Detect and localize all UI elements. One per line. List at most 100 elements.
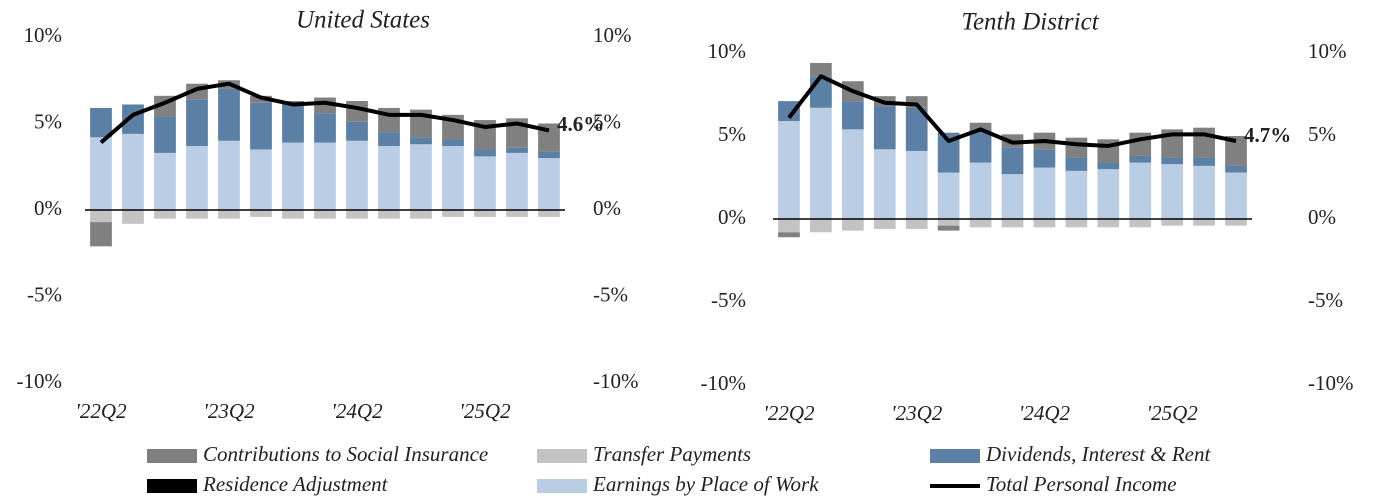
bar-segment xyxy=(1161,164,1184,219)
x-tick-label: '25Q2 xyxy=(1147,401,1199,425)
x-tick-label: '23Q2 xyxy=(891,401,943,425)
bar-segment xyxy=(474,149,496,157)
y2-tick-label: 10% xyxy=(593,23,632,47)
bar-segment xyxy=(314,210,336,219)
bar-segment xyxy=(90,222,112,247)
legend-label: Transfer Payments xyxy=(593,442,751,466)
y-tick-label: 10% xyxy=(708,39,747,63)
bar-segment xyxy=(1097,219,1120,228)
legend-swatch xyxy=(147,449,197,463)
bar-segment xyxy=(250,102,272,150)
bar-segment xyxy=(1129,219,1152,228)
bar-segment xyxy=(186,210,208,219)
bar-segment xyxy=(474,156,496,210)
bar-segment xyxy=(218,140,240,210)
legend-label: Residence Adjustment xyxy=(202,472,389,496)
bar-segment xyxy=(1065,157,1088,171)
bar-segment xyxy=(538,158,560,210)
bar-segment xyxy=(346,210,368,219)
bar-segment xyxy=(1033,219,1056,228)
bar-segment xyxy=(841,219,864,231)
bar-segment xyxy=(905,219,928,229)
bar-segment xyxy=(905,96,928,108)
y2-tick-label: -10% xyxy=(1308,371,1354,395)
bar-segment xyxy=(122,210,144,224)
x-tick-label: '24Q2 xyxy=(1019,401,1071,425)
bar-segment xyxy=(1193,157,1215,166)
bar-segment xyxy=(1161,157,1184,165)
bar-segment xyxy=(1033,167,1056,219)
bar-segment xyxy=(969,129,992,163)
bar-segment xyxy=(873,149,896,219)
bar-segment xyxy=(905,150,928,219)
bar-segment xyxy=(506,147,528,153)
bar-segment xyxy=(810,62,832,77)
bar-segment xyxy=(314,142,336,210)
y2-tick-label: 0% xyxy=(593,196,621,220)
bar-segment xyxy=(410,210,432,219)
bar-segment xyxy=(538,210,560,217)
bar-segment xyxy=(969,219,992,228)
y-tick-label: 10% xyxy=(24,23,63,47)
bar-segment xyxy=(378,210,400,219)
bar-segment xyxy=(250,210,272,217)
bar-segment xyxy=(937,225,960,231)
bar-segment xyxy=(1097,169,1120,219)
bar-segment xyxy=(1001,147,1024,175)
bar-segment xyxy=(1161,219,1184,226)
bar-segment xyxy=(969,162,992,219)
bar-segment xyxy=(218,210,240,219)
y-tick-label: 0% xyxy=(34,196,62,220)
bar-segment xyxy=(378,132,400,146)
bar-segment xyxy=(250,149,272,210)
y-tick-label: -10% xyxy=(17,369,63,393)
y2-tick-label: 5% xyxy=(1308,122,1336,146)
bar-segment xyxy=(810,107,832,219)
bar-segment xyxy=(90,137,112,210)
bar-segment xyxy=(314,113,336,143)
y-tick-label: -5% xyxy=(711,288,746,312)
bar-segment xyxy=(282,142,304,210)
bar-segment xyxy=(1001,219,1024,228)
y-tick-label: -5% xyxy=(27,282,62,306)
bar-segment xyxy=(937,132,960,173)
bar-segment xyxy=(1225,136,1247,166)
x-tick-label: '23Q2 xyxy=(203,399,255,423)
bar-segment xyxy=(122,133,144,210)
bar-segment xyxy=(873,106,896,150)
legend-swatch xyxy=(537,479,587,493)
legend-label: Earnings by Place of Work xyxy=(592,472,819,496)
bar-segment xyxy=(378,145,400,210)
y2-tick-label: -5% xyxy=(593,282,628,306)
line xyxy=(99,81,550,145)
bar-segment xyxy=(778,101,800,122)
bar-segment xyxy=(937,172,960,219)
bar-segment xyxy=(841,129,864,219)
y2-tick-label: 5% xyxy=(593,109,621,133)
bar-segment xyxy=(778,121,800,219)
y-tick-label: 5% xyxy=(718,122,746,146)
bar-segment xyxy=(90,210,112,223)
bar-segment xyxy=(154,152,176,210)
bar-segment xyxy=(1065,219,1088,228)
legend-swatch xyxy=(147,479,197,493)
bar-segment xyxy=(1097,162,1120,170)
bar-segment xyxy=(937,219,960,226)
value-label: 4.7% xyxy=(1244,123,1291,147)
bar-segment xyxy=(1001,174,1024,219)
bar-segment xyxy=(969,122,992,130)
x-tick-label: '25Q2 xyxy=(459,399,511,423)
bar-segment xyxy=(282,104,304,143)
bar-segment xyxy=(1065,137,1088,158)
bar-segment xyxy=(1193,127,1215,158)
bar-segment xyxy=(1225,172,1247,219)
legend-label: Contributions to Social Insurance xyxy=(203,442,488,466)
bar-segment xyxy=(410,144,432,210)
bar-segment xyxy=(905,107,928,151)
bar-segment xyxy=(538,151,560,159)
y-tick-label: -10% xyxy=(701,371,747,395)
bar-segment xyxy=(1225,165,1247,173)
bar-segment xyxy=(346,121,368,141)
y2-tick-label: 0% xyxy=(1308,205,1336,229)
